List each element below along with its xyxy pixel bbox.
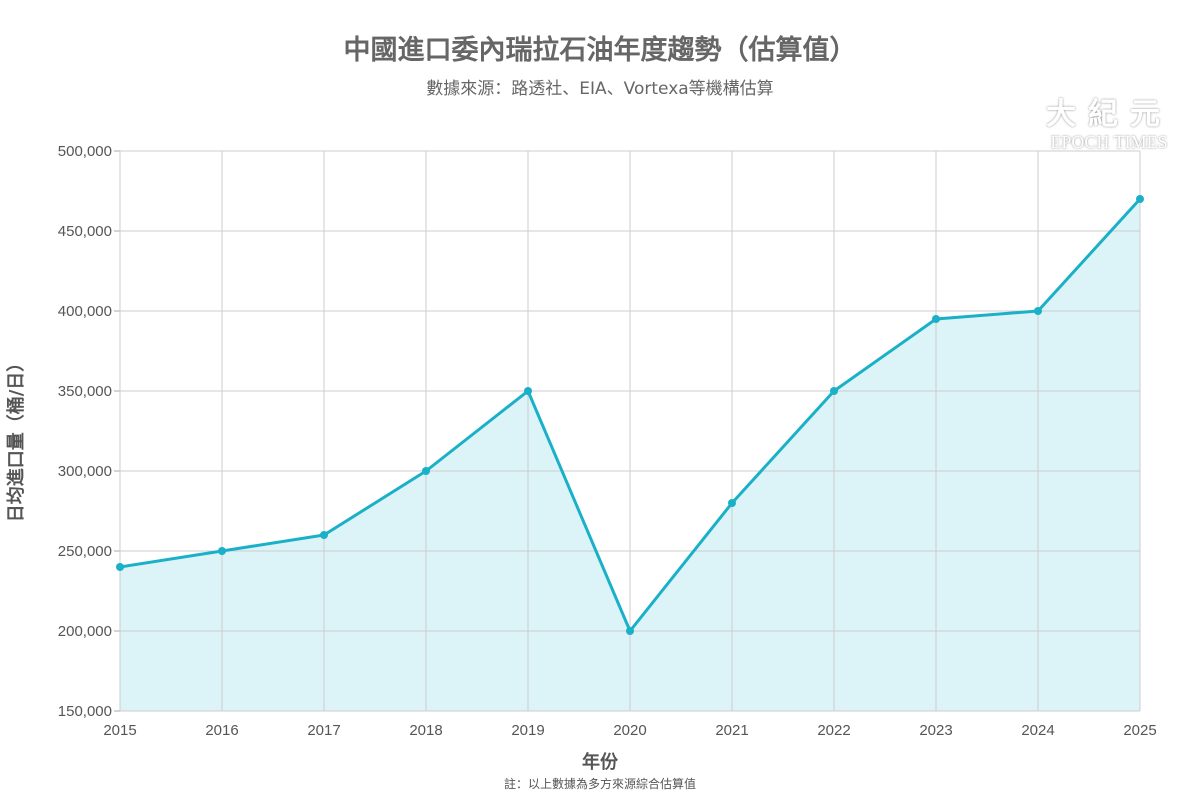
data-point bbox=[1034, 307, 1042, 315]
chart-note: 註：以上數據為多方來源綜合估算值 bbox=[503, 777, 696, 791]
x-tick-label: 2024 bbox=[1021, 722, 1054, 739]
x-tick-label: 2023 bbox=[919, 722, 952, 739]
y-tick-label: 500,000 bbox=[58, 143, 112, 160]
y-tick-label: 300,000 bbox=[58, 463, 112, 480]
x-tick-label: 2019 bbox=[511, 722, 544, 739]
chart-title: 中國進口委內瑞拉石油年度趨勢（估算值） bbox=[343, 35, 857, 66]
y-tick-label: 150,000 bbox=[58, 703, 112, 720]
x-tick-label: 2020 bbox=[613, 722, 646, 739]
x-tick-label: 2021 bbox=[715, 722, 748, 739]
x-tick-label: 2015 bbox=[103, 722, 136, 739]
y-tick-label: 450,000 bbox=[58, 223, 112, 240]
data-point bbox=[1136, 195, 1144, 203]
data-point bbox=[626, 627, 634, 635]
chart-subtitle: 數據來源：路透社、EIA、Vortexa等機構估算 bbox=[426, 79, 774, 99]
y-tick-label: 200,000 bbox=[58, 623, 112, 640]
data-point bbox=[218, 547, 226, 555]
y-tick-label: 250,000 bbox=[58, 543, 112, 560]
x-tick-label: 2018 bbox=[409, 722, 442, 739]
x-axis-label: 年份 bbox=[582, 752, 618, 773]
logo-en: EPOCH TIMES bbox=[1050, 132, 1168, 152]
data-point bbox=[830, 387, 838, 395]
x-tick-label: 2022 bbox=[817, 722, 850, 739]
x-tick-label: 2017 bbox=[307, 722, 340, 739]
logo-cn: 大紀元 bbox=[1046, 97, 1172, 132]
y-tick-label: 350,000 bbox=[58, 383, 112, 400]
data-point bbox=[524, 387, 532, 395]
data-point bbox=[728, 499, 736, 507]
data-point bbox=[932, 315, 940, 323]
data-point bbox=[116, 563, 124, 571]
x-tick-label: 2016 bbox=[205, 722, 238, 739]
area-fill bbox=[120, 199, 1140, 711]
y-tick-label: 400,000 bbox=[58, 303, 112, 320]
data-point bbox=[422, 467, 430, 475]
x-tick-label: 2025 bbox=[1123, 722, 1156, 739]
data-point bbox=[320, 531, 328, 539]
epoch-times-logo: 大紀元 EPOCH TIMES bbox=[1046, 97, 1172, 153]
